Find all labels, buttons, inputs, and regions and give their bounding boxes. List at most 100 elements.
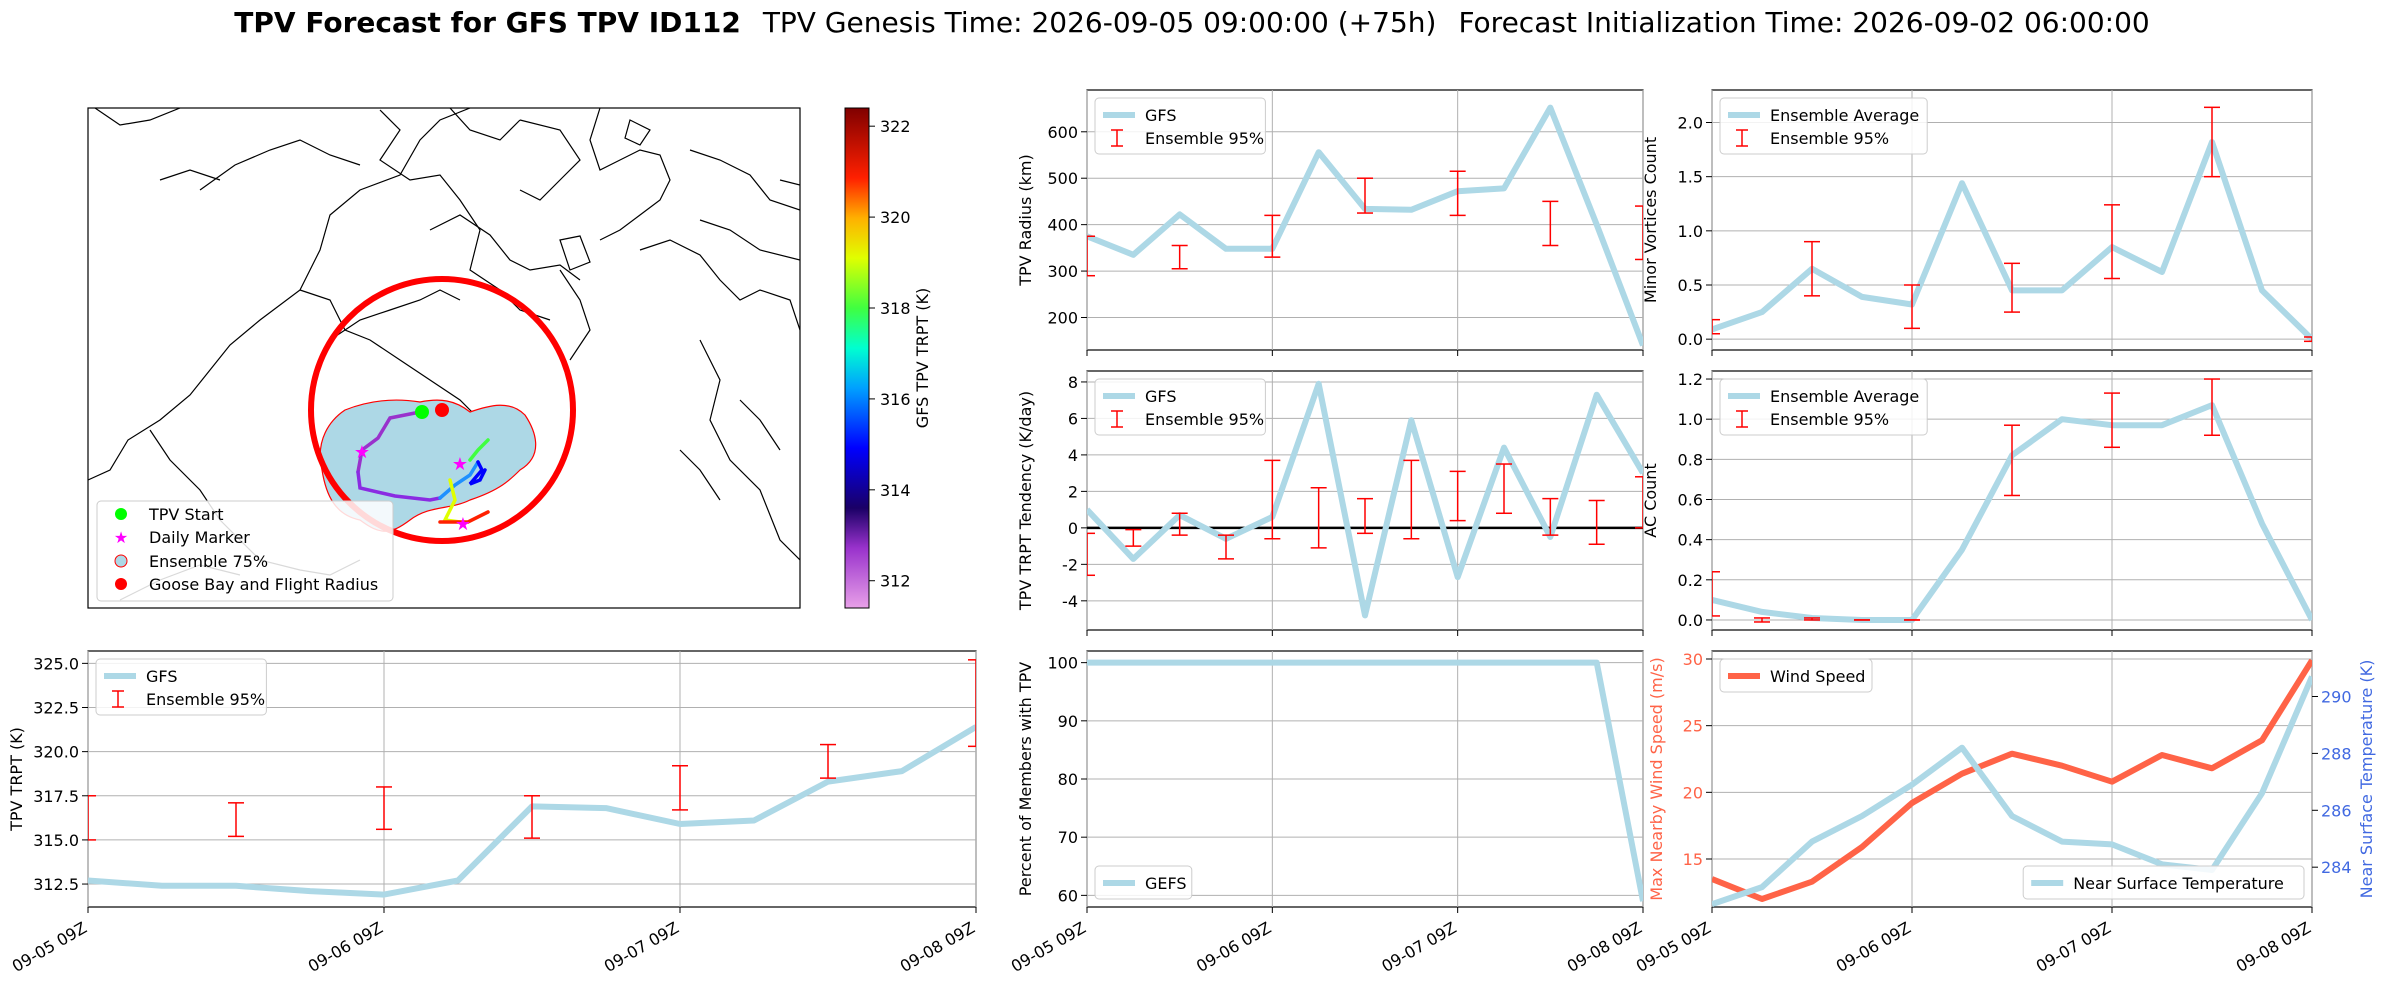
y-tick-label: 317.5: [33, 787, 79, 806]
legend-label: GFS: [1145, 106, 1176, 125]
y-tick-label: 2: [1068, 482, 1078, 501]
series-line-gefs: [1087, 659, 1643, 902]
error-bar: [1588, 499, 1605, 546]
plot-data: [1087, 380, 1643, 619]
y-tick-label: 400: [1047, 216, 1078, 235]
legend-label: Ensemble Average: [1770, 387, 1919, 406]
error-bar: [1357, 177, 1373, 214]
y-axis-label: Max Nearby Wind Speed (m/s): [1647, 657, 1666, 900]
error-bar: [968, 659, 976, 748]
y-tick-label: 1.2: [1678, 370, 1703, 389]
y-axis-label: AC Count: [1641, 463, 1660, 537]
legend-label: Wind Speed: [1770, 667, 1865, 686]
error-bar: [1264, 459, 1281, 540]
y2-tick-label: 286: [2321, 801, 2352, 820]
error-bar: [524, 795, 540, 839]
legend-label: Ensemble 95%: [1145, 410, 1264, 429]
map-coastlines: [88, 108, 800, 601]
legend-label: Ensemble Average: [1770, 106, 1919, 125]
main-title: TPV Forecast for GFS TPV ID112: [234, 6, 741, 39]
y-tick-label: 4: [1068, 446, 1078, 465]
chart-legend: Wind Speed: [1719, 658, 1873, 693]
colorbar-tick-label: 312: [880, 572, 911, 591]
legend-label: GEFS: [1145, 874, 1187, 893]
y2-tick-label: 284: [2321, 858, 2352, 877]
plot-data: [88, 659, 976, 898]
x-tick-label: 09-07 09Z: [2033, 918, 2114, 976]
map-legend: TPV Start ★ Daily Marker Ensemble 75% Go…: [96, 500, 394, 602]
daily-marker-2: ★: [452, 454, 468, 475]
error-bar: [1310, 486, 1327, 549]
y-tick-label: 320.0: [33, 743, 79, 762]
legend-label: Ensemble 95%: [1145, 129, 1264, 148]
y-tick-label: 1.0: [1678, 410, 1703, 429]
chart-percent_members: 09-05 09Z 09-06 09Z 09-07 09Z 09-08 09Z 60 70…: [1008, 650, 1645, 976]
error-bar: [820, 743, 836, 779]
x-tick-label: 09-06 09Z: [305, 918, 386, 976]
legend-ensemble-icon: [114, 554, 128, 568]
daily-marker-3: ★: [455, 514, 471, 535]
chart-legend: Near Surface Temperature: [2022, 865, 2305, 900]
y-tick-label: 312.5: [33, 875, 79, 894]
x-tick-label: 09-06 09Z: [1833, 918, 1914, 976]
x-tick-label: 09-05 09Z: [9, 918, 90, 976]
tpv-track: [356, 410, 490, 524]
error-bar: [1403, 459, 1420, 540]
x-tick-label: 09-07 09Z: [1378, 918, 1459, 976]
error-bar: [2004, 424, 2020, 497]
y-tick-label: 1.0: [1678, 222, 1703, 241]
error-bar: [1087, 235, 1095, 277]
y2-axis-label: Near Surface Temperature (K): [2357, 660, 2376, 899]
y-tick-label: 315.0: [33, 831, 79, 850]
error-bar: [1264, 214, 1281, 258]
y-axis-label: TPV TRPT (K): [7, 727, 26, 832]
map-panel: ★ ★ ★ TPV Start ★ Daily Marker Ensemble …: [87, 107, 932, 609]
y-tick-label: 80: [1058, 770, 1078, 789]
colorbar-tick-label: 320: [880, 208, 911, 227]
legend-label: Ensemble 95%: [146, 690, 265, 709]
y-tick-label: -2: [1062, 555, 1078, 574]
y-tick-label: 25: [1683, 717, 1703, 736]
chart-legend: GFS Ensemble 95%: [95, 658, 267, 716]
error-bar: [1087, 532, 1095, 577]
plot-data: [1087, 104, 1643, 347]
y-tick-label: 90: [1058, 712, 1078, 731]
chart-minor_vortices: 0.0 0.5 1.0 1.5 2.0 Minor Vortices Count Ensem…: [1641, 89, 2313, 356]
y2-tick-label: 290: [2321, 688, 2352, 707]
map-legend-ensemble: Ensemble 75%: [149, 552, 268, 571]
x-tick-label: 09-05 09Z: [1008, 918, 1089, 976]
chart-legend: Ensemble Average Ensemble 95%: [1719, 378, 1928, 436]
daily-marker-1: ★: [354, 442, 370, 463]
error-bar: [376, 786, 392, 831]
plot-frame: [1711, 650, 2313, 908]
error-bar: [1635, 205, 1643, 261]
error-bar: [1542, 200, 1559, 247]
y-tick-label: 0: [1068, 519, 1078, 538]
chart-legend: GFS Ensemble 95%: [1094, 378, 1266, 436]
y-tick-label: 300: [1047, 262, 1078, 281]
y-axis-label: Minor Vortices Count: [1641, 137, 1660, 303]
y-axis-label: TPV Radius (km): [1016, 154, 1035, 287]
error-bar: [1125, 528, 1142, 547]
error-bar: [1449, 170, 1466, 217]
error-bar: [2204, 378, 2220, 436]
y2-tick-label: 288: [2321, 744, 2352, 763]
chart-trpt_tendency: -4 -2 0 2 4 6 8 TPV TRPT Tendency (K/day) GFS Ens…: [1016, 370, 1644, 636]
plot-data: [1712, 378, 2312, 623]
goose-bay-marker: [435, 403, 449, 417]
legend-start-icon: [115, 508, 127, 520]
colorbar-tick-label: 316: [880, 390, 911, 409]
map-legend-start: TPV Start: [148, 505, 224, 524]
error-bar: [1904, 284, 1920, 330]
error-bar: [2304, 336, 2312, 343]
y-tick-label: -4: [1062, 592, 1078, 611]
error-bar: [1542, 497, 1559, 536]
y-tick-label: 8: [1068, 373, 1078, 392]
y-tick-label: 0.2: [1678, 571, 1703, 590]
error-bar: [1754, 617, 1770, 623]
x-tick-label: 09-07 09Z: [601, 918, 682, 976]
y-tick-label: 2.0: [1678, 114, 1703, 133]
ensemble-75-area: [319, 399, 537, 532]
y-tick-label: 1.5: [1678, 168, 1703, 187]
